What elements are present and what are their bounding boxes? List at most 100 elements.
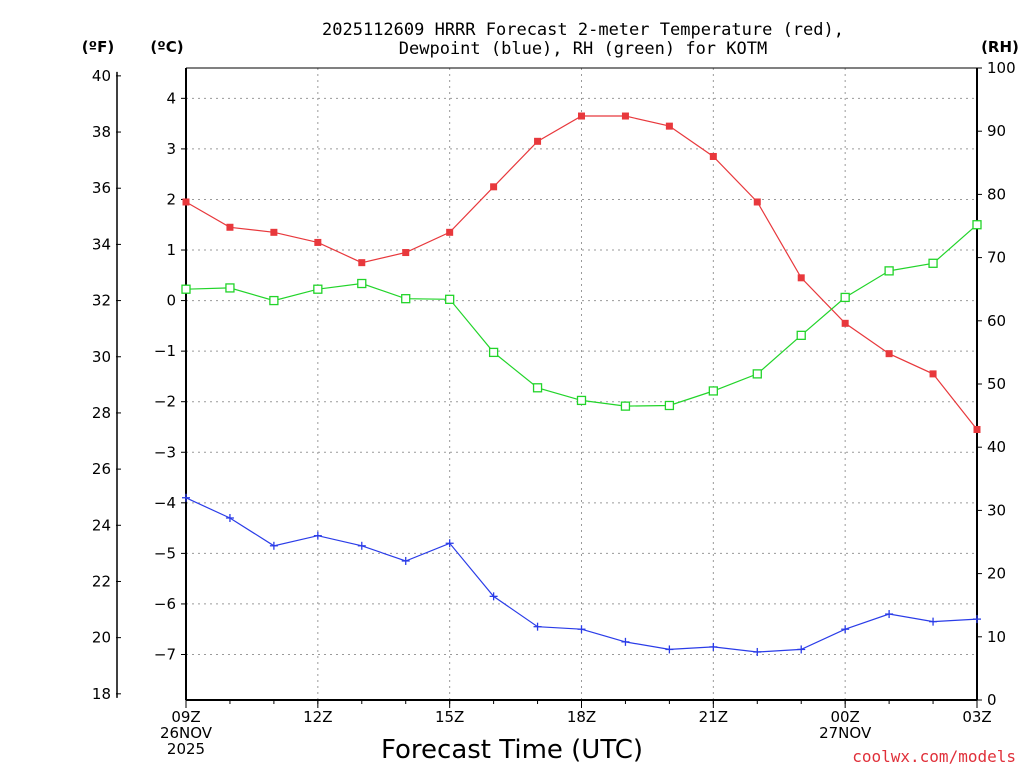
2-meter-temperature-point	[797, 274, 805, 282]
rh-point	[357, 278, 367, 289]
rh-tick-label: 90	[987, 122, 1006, 140]
2-meter-temperature-point	[621, 112, 629, 120]
x-tick-label: 18Z	[567, 708, 596, 726]
celsius-tick-label: −3	[154, 443, 176, 461]
x-tick-label: 00Z	[830, 708, 859, 726]
rh-point	[488, 347, 499, 358]
celsius-tick-label: −6	[154, 595, 176, 613]
rh-point	[972, 220, 982, 230]
rh-point	[313, 284, 323, 294]
dewpoint-point	[533, 622, 542, 631]
rh-point	[576, 395, 587, 406]
celsius-tick-label: −4	[154, 494, 176, 512]
rh-point	[708, 386, 718, 396]
x-axis-label: Forecast Time (UTC)	[381, 735, 643, 765]
chart-title-line-2: Dewpoint (blue), RH (green) for KOTM	[399, 39, 767, 59]
fahrenheit-tick-label: 28	[92, 404, 111, 422]
rh-tick-label: 30	[987, 501, 1006, 519]
fahrenheit-tick-label: 22	[92, 572, 111, 590]
dewpoint-point	[709, 642, 718, 651]
fahrenheit-tick-label: 32	[92, 292, 111, 310]
2-meter-temperature-point	[929, 370, 937, 378]
celsius-tick-label: 3	[166, 140, 176, 158]
rh-tick-label: 40	[987, 438, 1006, 456]
2-meter-temperature-point	[446, 228, 454, 236]
dewpoint-point	[973, 615, 981, 624]
rh-tick-label: 0	[987, 691, 997, 709]
x-tick-label: 27NOV	[819, 724, 872, 742]
rh-tick-label: 60	[987, 312, 1006, 330]
x-tick-label: 15Z	[435, 708, 464, 726]
2-meter-temperature-point	[534, 137, 542, 145]
2-meter-temperature-point	[490, 183, 498, 191]
grid-lines	[186, 68, 977, 700]
fahrenheit-tick-label: 38	[92, 123, 111, 141]
2-meter-temperature-point	[578, 112, 585, 120]
rh-unit-label: (RH)	[981, 38, 1019, 56]
dewpoint-point	[929, 617, 938, 626]
2-meter-temperature-point	[753, 198, 761, 206]
celsius-tick-label: −1	[154, 342, 176, 360]
rh-point	[928, 258, 938, 268]
2-meter-temperature-point	[841, 319, 849, 327]
fahrenheit-tick-label: 30	[92, 348, 111, 366]
fahrenheit-tick-label: 26	[92, 460, 111, 478]
x-tick-label: 09Z	[171, 708, 200, 726]
dewpoint-point	[401, 556, 410, 565]
rh-point	[532, 383, 543, 393]
x-tick-label: 21Z	[699, 708, 728, 726]
celsius-tick-label: 4	[166, 89, 176, 107]
x-tick-label: 03Z	[962, 708, 991, 726]
fahrenheit-tick-label: 36	[92, 179, 111, 197]
2-meter-temperature-point	[270, 228, 278, 236]
rh-tick-label: 70	[987, 249, 1006, 267]
celsius-tick-label: −7	[154, 645, 176, 663]
celsius-tick-label: −5	[154, 544, 176, 562]
rh-tick-label: 20	[987, 565, 1006, 583]
rh-point	[269, 295, 279, 306]
rh-point	[181, 284, 191, 294]
axes	[116, 67, 978, 701]
tick-labels: 18202224262830323436384043210−1−2−3−4−5−…	[92, 59, 1016, 758]
celsius-tick-label: 2	[166, 190, 176, 208]
fahrenheit-tick-label: 34	[92, 235, 111, 253]
celsius-tick-label: 1	[166, 241, 176, 259]
fahrenheit-tick-label: 40	[92, 67, 111, 85]
dewpoint-point	[489, 592, 498, 601]
fahrenheit-unit-label: (ºF)	[82, 38, 114, 56]
dewpoint-point	[313, 531, 322, 540]
fahrenheit-tick-label: 24	[92, 516, 111, 534]
2-meter-temperature-point	[709, 152, 717, 160]
dewpoint-point	[841, 625, 850, 634]
rh-point	[401, 294, 411, 304]
rh-point	[225, 283, 235, 293]
x-tick-label: 26NOV	[160, 724, 213, 742]
rh-tick-label: 100	[987, 59, 1016, 77]
x-tick-label: 2025	[167, 740, 205, 758]
rh-point	[664, 400, 675, 411]
dewpoint-point	[797, 645, 806, 654]
2-meter-temperature-point	[885, 350, 893, 358]
dewpoint-point	[665, 645, 674, 654]
series-layer	[181, 112, 982, 656]
credit-text: coolwx.com/models	[852, 747, 1016, 766]
rh-tick-label: 50	[987, 375, 1006, 393]
dewpoint-point	[577, 625, 586, 634]
fahrenheit-tick-label: 18	[92, 685, 111, 703]
rh-point	[445, 294, 455, 304]
rh-point	[796, 330, 806, 340]
2-meter-temperature-point	[973, 426, 981, 434]
rh-point	[752, 369, 762, 379]
rh-point	[620, 401, 631, 411]
rh-tick-label: 10	[987, 628, 1006, 646]
2-meter-temperature-point	[358, 259, 366, 267]
celsius-tick-label: −2	[154, 393, 176, 411]
rh-point	[884, 266, 894, 276]
dewpoint-point	[445, 539, 454, 548]
rh-tick-label: 80	[987, 185, 1006, 203]
celsius-unit-label: (ºC)	[150, 38, 183, 56]
dewpoint-point	[753, 647, 762, 656]
2-meter-temperature-point	[402, 249, 410, 257]
dewpoint-point	[357, 541, 366, 550]
